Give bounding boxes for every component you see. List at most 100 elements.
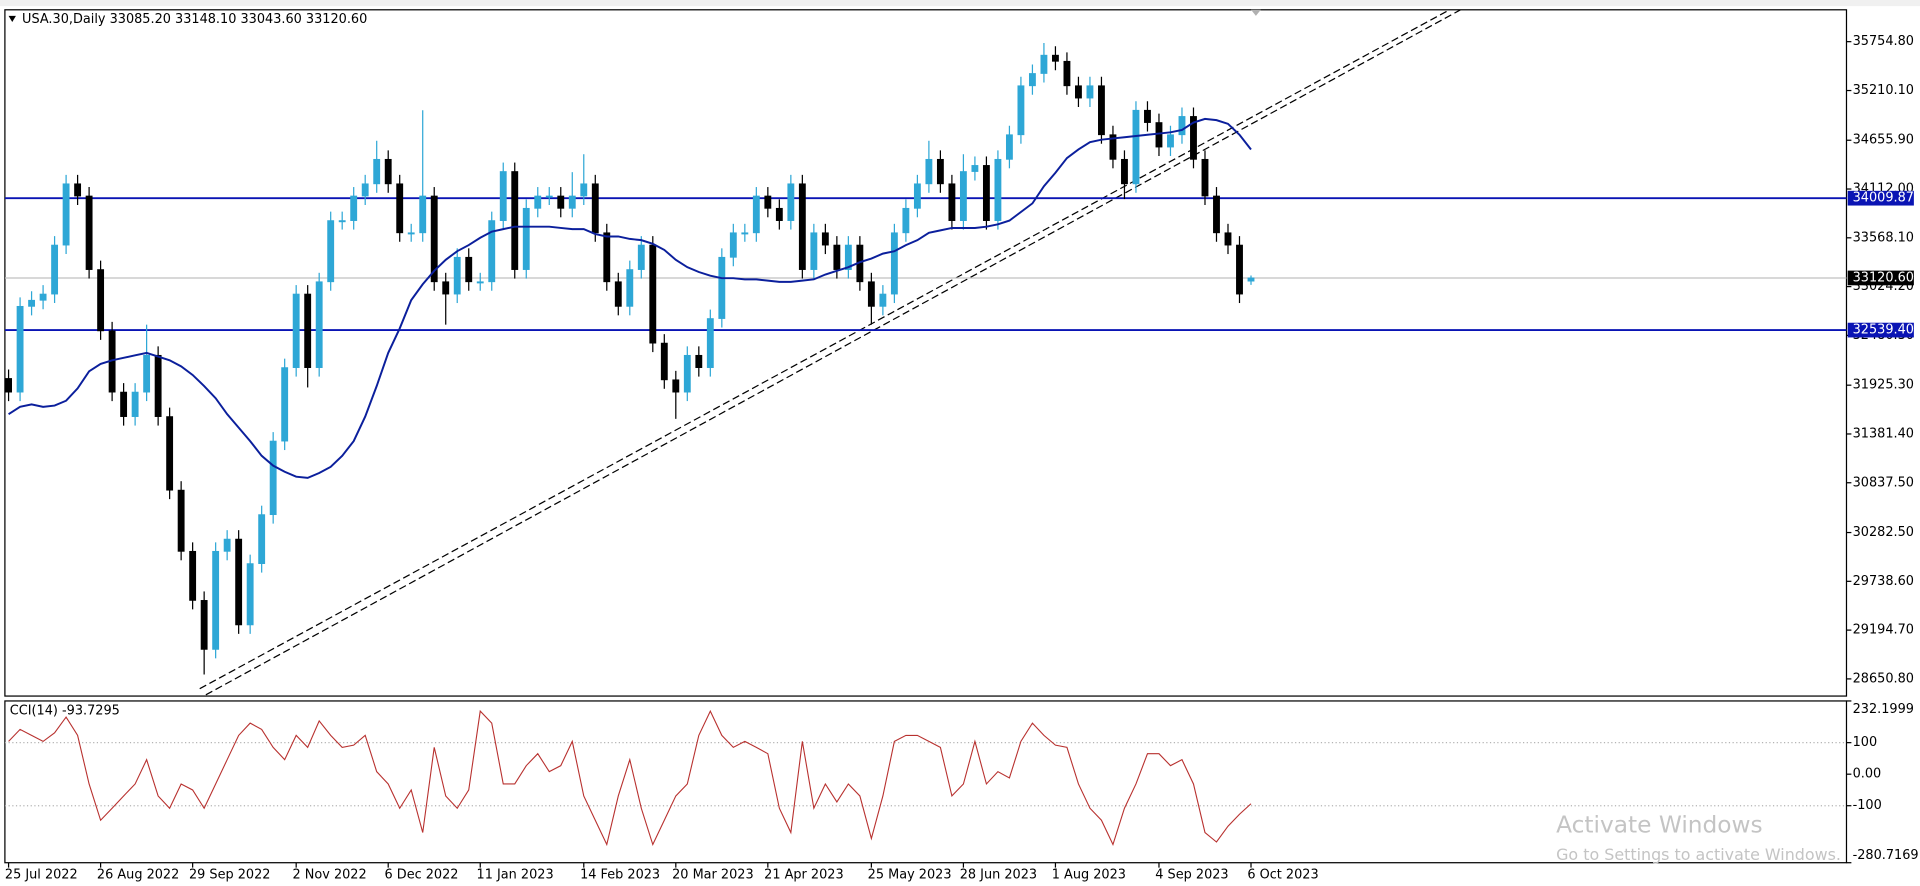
candle-body	[166, 416, 174, 491]
candle-body	[1052, 54, 1059, 62]
chart-title: USA.30,Daily 33085.20 33148.10 33043.60 …	[22, 12, 367, 27]
candle-body	[407, 232, 415, 235]
x-tick-label: 20 Mar 2023	[672, 867, 754, 882]
candle-body	[798, 183, 806, 270]
toolbar-strip	[0, 0, 1920, 7]
candle-body	[315, 281, 323, 368]
watermark-subtitle: Go to Settings to activate Windows.	[1556, 845, 1841, 864]
candle-body	[522, 207, 530, 270]
candle-body	[131, 391, 139, 417]
x-tick-label: 11 Jan 2023	[477, 867, 554, 882]
indicator-y-tick-label: 0.00	[1853, 767, 1882, 782]
y-tick-label: 33568.10	[1853, 230, 1914, 245]
candle-body	[626, 269, 634, 307]
y-tick-label: 35754.80	[1853, 34, 1914, 49]
level-price-box	[1847, 322, 1914, 338]
candle-body	[729, 232, 737, 258]
candle-body	[660, 342, 668, 381]
candle-body	[361, 183, 369, 197]
candle-body	[971, 165, 979, 172]
x-tick-label: 4 Sep 2023	[1155, 867, 1228, 882]
candle-body	[741, 232, 749, 235]
candle-body	[350, 195, 358, 221]
candle-body	[338, 220, 346, 223]
candle-body	[913, 183, 921, 209]
candle-body	[879, 293, 887, 307]
candle-body	[1144, 109, 1151, 123]
shift-marker	[1251, 9, 1261, 16]
indicator-plot	[4, 709, 1847, 847]
candle-body	[212, 550, 220, 650]
candle-body	[465, 256, 473, 283]
indicator-y-tick-label: -280.7169	[1853, 848, 1919, 863]
candle-body	[281, 367, 289, 442]
candle-body	[1005, 134, 1013, 160]
candle-body	[258, 514, 266, 564]
candle-body	[1121, 158, 1128, 185]
candle-body	[62, 183, 70, 246]
candle-body	[718, 256, 726, 319]
candle-body	[488, 220, 496, 283]
candle-body	[419, 195, 427, 234]
candle-body	[1247, 277, 1255, 282]
candle-body	[1155, 122, 1163, 148]
candle-body	[764, 195, 772, 209]
candle-body	[902, 207, 910, 234]
current-price-label: 33120.60	[1853, 270, 1914, 285]
x-tick-label: 6 Oct 2023	[1247, 867, 1318, 882]
x-tick-label: 2 Nov 2022	[292, 867, 366, 882]
moving-average	[8, 117, 1252, 479]
candle-body	[948, 183, 956, 221]
candle-body	[591, 183, 599, 234]
candle-body	[373, 158, 381, 185]
candle-body	[453, 256, 461, 295]
level-price-box	[1847, 190, 1914, 206]
candle-body	[1178, 116, 1186, 136]
x-tick-label: 26 Aug 2022	[97, 867, 179, 882]
candle-body	[1017, 85, 1025, 136]
candle-body	[1236, 244, 1243, 295]
candle-body	[833, 244, 841, 270]
candle-body	[327, 220, 335, 283]
candle-body	[890, 232, 898, 295]
candle-body	[28, 299, 36, 307]
candle-body	[16, 305, 24, 393]
candle-body	[1063, 60, 1071, 87]
candle-body	[5, 378, 13, 393]
x-tick-label: 21 Apr 2023	[764, 867, 844, 882]
candle-body	[120, 391, 128, 417]
trendline	[199, 9, 1450, 690]
y-tick-label: 35210.10	[1853, 83, 1914, 98]
level-price-label: 34009.87	[1853, 191, 1914, 206]
trendline-channel	[199, 9, 1461, 696]
candle-body	[269, 440, 277, 516]
indicator-y-tick-label: 232.1999	[1853, 702, 1914, 717]
candle-body	[396, 183, 404, 234]
y-tick-label: 31381.40	[1853, 426, 1914, 441]
watermark-title: Activate Windows	[1556, 811, 1763, 838]
candle-body	[867, 281, 875, 307]
y-tick-label: 31925.30	[1853, 378, 1914, 393]
candle-body	[304, 293, 312, 368]
candle-body	[499, 171, 507, 221]
current-price-box	[1847, 270, 1914, 286]
candle-body	[603, 232, 611, 283]
indicator-line	[8, 709, 1252, 847]
candle-body	[649, 244, 657, 344]
candle-body	[39, 293, 47, 301]
candle-body	[189, 550, 197, 601]
main-plot	[4, 42, 1847, 675]
x-tick-label: 25 Jul 2022	[5, 867, 78, 882]
candle-body	[672, 379, 680, 393]
candle-body	[74, 183, 82, 197]
candle-body	[292, 293, 300, 368]
candle-body	[143, 354, 151, 393]
symbol-menu-icon[interactable]	[8, 15, 16, 23]
y-tick-label: 28650.80	[1853, 671, 1914, 686]
y-tick-label: 29738.60	[1853, 574, 1914, 589]
candle-body	[1190, 116, 1197, 160]
candle-body	[637, 244, 645, 270]
candle-body	[706, 318, 714, 368]
